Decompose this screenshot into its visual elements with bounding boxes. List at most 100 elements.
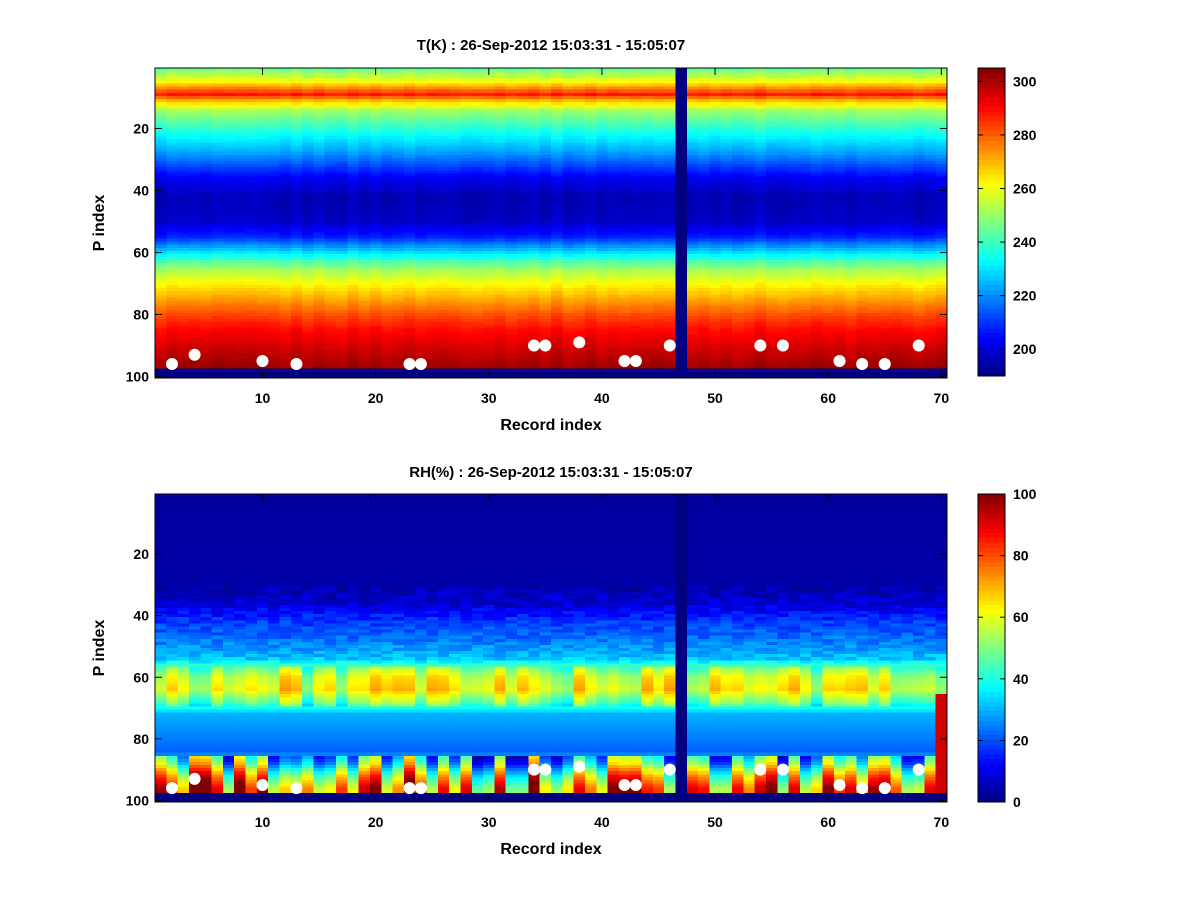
heatmap-column-6: [211, 68, 224, 379]
heatmap-cell: [222, 108, 235, 112]
heatmap-cell: [177, 86, 190, 91]
heatmap-cell: [166, 192, 179, 196]
heatmap-cell: [268, 353, 281, 357]
heatmap-cell: [279, 303, 292, 308]
heatmap-cell: [234, 347, 247, 351]
heatmap-cell: [188, 111, 201, 116]
heatmap-cell: [268, 145, 281, 150]
heatmap-cell: [222, 331, 235, 336]
heatmap-cell: [256, 80, 269, 85]
heatmap-cell: [268, 232, 281, 236]
heatmap-column-20: [369, 68, 382, 379]
heatmap-cell: [268, 337, 281, 342]
heatmap-cell: [188, 210, 201, 215]
heatmap-cell: [222, 343, 235, 348]
heatmap-cell: [234, 343, 247, 348]
heatmap-cell: [222, 188, 235, 193]
heatmap-cell: [188, 120, 201, 125]
heatmap-cell: [245, 266, 258, 271]
heatmap-cell: [279, 219, 292, 224]
heatmap-cell: [279, 154, 292, 159]
heatmap-cell: [166, 241, 179, 246]
heatmap-cell: [200, 229, 213, 233]
heatmap-cell: [256, 272, 269, 277]
heatmap-cell: [234, 223, 247, 227]
heatmap-cell: [177, 92, 190, 97]
heatmap-cell: [290, 154, 303, 159]
heatmap-cell: [279, 77, 292, 81]
heatmap-cell: [155, 219, 167, 224]
heatmap-cell: [188, 74, 201, 78]
heatmap-cell: [155, 108, 167, 112]
heatmap-cell: [211, 86, 224, 91]
heatmap-cell: [268, 275, 281, 280]
heatmap-cell: [256, 340, 269, 345]
heatmap-cell: [155, 328, 167, 333]
heatmap-cell: [155, 80, 167, 85]
heatmap-cell: [234, 142, 247, 147]
heatmap-cell: [279, 161, 292, 165]
heatmap-cell: [290, 80, 303, 85]
heatmap-cell: [256, 161, 269, 165]
heatmap-cell: [200, 281, 213, 286]
heatmap-cell: [211, 99, 224, 103]
heatmap-cell: [188, 235, 201, 240]
heatmap-cell: [256, 188, 269, 193]
heatmap-cell: [166, 229, 179, 233]
heatmap-cell: [188, 201, 201, 205]
heatmap-cell: [177, 340, 190, 345]
heatmap-cell: [177, 235, 190, 240]
heatmap-cell: [155, 195, 167, 199]
heatmap-cell: [268, 142, 281, 147]
heatmap-cell: [234, 328, 247, 333]
heatmap-cell: [166, 195, 179, 199]
heatmap-cell: [200, 294, 213, 298]
heatmap-cell: [279, 123, 292, 128]
heatmap-cell: [155, 223, 167, 227]
heatmap-cell: [200, 254, 213, 258]
heatmap-cell: [188, 232, 201, 236]
heatmap-cell: [222, 291, 235, 295]
heatmap-cell: [222, 334, 235, 339]
heatmap-cell: [155, 285, 167, 289]
heatmap-cell: [256, 312, 269, 317]
heatmap-cell: [279, 266, 292, 271]
heatmap-column-27: [449, 68, 462, 379]
heatmap-cell: [245, 133, 258, 137]
heatmap-cell: [155, 331, 167, 336]
heatmap-cell: [200, 210, 213, 215]
heatmap-cell: [166, 269, 179, 274]
heatmap-cell: [245, 278, 258, 283]
heatmap-cell: [222, 105, 235, 109]
heatmap-cell: [245, 207, 258, 212]
heatmap-cell: [155, 139, 167, 143]
heatmap-cell: [166, 108, 179, 112]
heatmap-cell: [268, 278, 281, 283]
heatmap-cell: [177, 266, 190, 271]
heatmap-cell: [279, 250, 292, 255]
heatmap-column-17: [336, 68, 348, 379]
heatmap-cell: [256, 250, 269, 255]
heatmap-cell: [256, 350, 269, 354]
heatmap-cell: [279, 198, 292, 202]
heatmap-cell: [188, 95, 201, 100]
heatmap-cell: [155, 291, 167, 295]
heatmap-cell: [256, 182, 269, 187]
heatmap-cell: [200, 257, 213, 261]
heatmap-cell: [234, 114, 247, 119]
heatmap-cell: [166, 257, 179, 261]
heatmap-cell: [200, 123, 213, 128]
heatmap-cell: [256, 207, 269, 212]
heatmap-cell: [188, 328, 201, 333]
heatmap-cell: [188, 291, 201, 295]
heatmap-cell: [279, 157, 292, 162]
heatmap-cell: [279, 117, 292, 122]
heatmap-cell: [166, 223, 179, 227]
heatmap-cell: [268, 303, 281, 308]
heatmap-cell: [188, 309, 201, 314]
heatmap-cell: [200, 120, 213, 125]
heatmap-cell: [234, 319, 247, 323]
heatmap-cell: [222, 368, 235, 373]
heatmap-cell: [166, 322, 179, 326]
heatmap-cell: [188, 312, 201, 317]
